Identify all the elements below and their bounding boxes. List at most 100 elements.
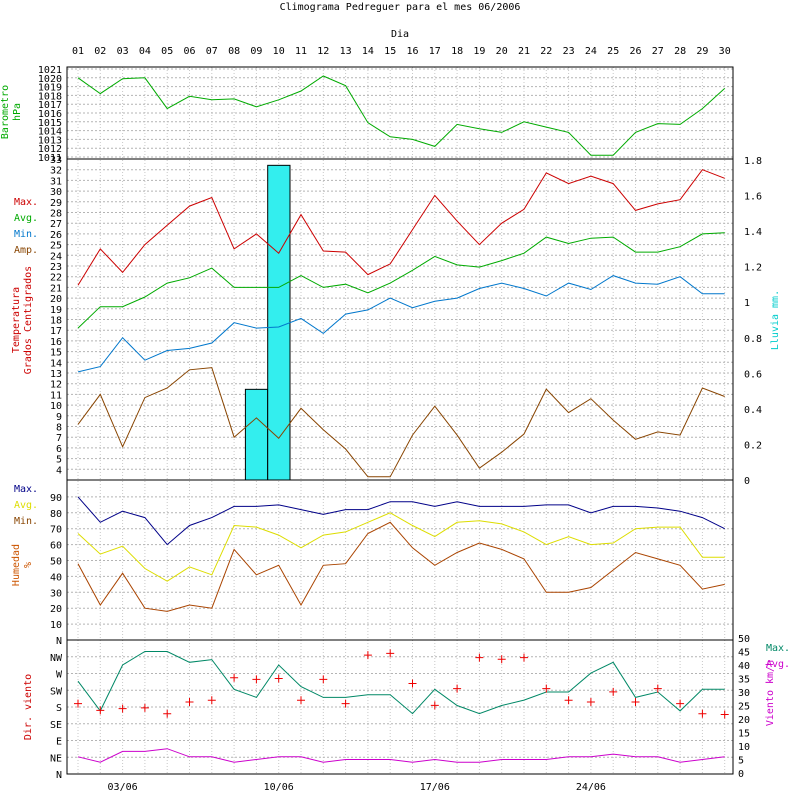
day-tick-label: 06: [183, 46, 195, 57]
temperature-legend-amp: Amp.: [14, 245, 38, 256]
humidity-tick-label: 80: [50, 509, 62, 520]
wind-direction-marker: [386, 649, 395, 658]
temperature-tick-label: 22: [50, 273, 62, 284]
wind-direction-tick-label: N: [56, 636, 62, 647]
rain-tick-label: 1.4: [744, 227, 762, 238]
wind-speed-tick-label: 30: [738, 688, 750, 699]
wind-direction-marker: [297, 696, 305, 705]
day-tick-label: 09: [250, 46, 262, 57]
temperature-legend-avg: Avg.: [14, 213, 38, 224]
temperature-tick-label: 18: [50, 316, 62, 327]
series-lines-layer: [74, 75, 729, 763]
wind-direction-marker: [207, 696, 216, 705]
wind-speed-axis-label: Viento km/h: [765, 660, 776, 726]
wind-legend-max: Max.: [766, 643, 790, 654]
wind-direction-marker: [676, 699, 685, 708]
temperature-tick-label: 12: [50, 380, 62, 391]
week-date-label: 24/06: [576, 782, 606, 793]
day-tick-label: 04: [139, 46, 151, 57]
day-tick-label: 26: [629, 46, 641, 57]
temperature-tick-label: 8: [56, 423, 62, 434]
temperature-tick-label: 21: [50, 283, 62, 294]
day-tick-label: 25: [607, 46, 619, 57]
day-tick-label: 17: [429, 46, 441, 57]
rain-axis-label: Lluvia mm.: [770, 290, 781, 350]
temperature-tick-label: 29: [50, 198, 62, 209]
pressure-tick-label: 1013: [38, 135, 62, 146]
wind-direction-tick-label: SW: [50, 686, 63, 697]
humidity-legend-max: Max.: [14, 484, 38, 495]
wind-direction-marker: [475, 653, 484, 662]
temperature-tick-label: 24: [50, 251, 62, 262]
day-tick-label: 27: [652, 46, 664, 57]
labels-layer: 01 02 03 04 05 06 07 08 09 10 11 12 13 14 15 16 17 18 19 20…: [0, 46, 790, 793]
temperature-tick-label: 27: [50, 219, 62, 230]
wind-speed-tick-label: 10: [738, 742, 750, 753]
pressure-tick-label: 1018: [38, 91, 62, 102]
temperature-tick-label: 20: [50, 294, 62, 305]
pressure-tick-label: 1012: [38, 144, 62, 155]
day-tick-label: 13: [340, 46, 352, 57]
rain-tick-label: 0.2: [744, 440, 762, 451]
wind-direction-marker: [274, 674, 283, 683]
grid-layer: [67, 67, 733, 774]
wind-legend-avg: Avg.: [766, 659, 790, 670]
wind-speed-tick-label: 20: [738, 715, 750, 726]
wind-direction-marker: [118, 704, 127, 713]
pressure-tick-label: 1011: [38, 153, 62, 164]
chart-title: Climograma Pedreguer para el mes 06/2006: [280, 2, 521, 13]
pressure-axis-unit: hPa: [12, 103, 23, 121]
humidity-tick-label: 10: [50, 620, 62, 631]
temperature-legend-min: Min.: [14, 229, 38, 240]
temperature-line-min: [77, 275, 725, 373]
temperature-tick-label: 11: [50, 390, 62, 401]
pressure-tick-label: 1014: [38, 127, 62, 138]
wind-direction-marker: [363, 651, 372, 660]
pressure-tick-label: 1017: [38, 100, 62, 111]
wind-direction-tick-label: E: [56, 737, 62, 748]
week-date-label: 17/06: [420, 782, 450, 793]
wind-speed-tick-label: 0: [738, 769, 744, 780]
day-tick-label: 22: [540, 46, 552, 57]
wind-speed-tick-label: 15: [738, 729, 750, 740]
temperature-tick-label: 5: [56, 455, 62, 466]
wind-direction-marker: [230, 673, 239, 682]
wind-direction-marker: [564, 696, 573, 705]
wind-direction-marker: [453, 684, 462, 693]
day-tick-label: 24: [585, 46, 597, 57]
wind-speed-max-line: [77, 651, 725, 715]
day-tick-label: 21: [518, 46, 530, 57]
temperature-line-amp: [77, 367, 725, 478]
wind-direction-tick-label: NE: [50, 753, 62, 764]
humidity-axis-unit: %: [23, 562, 34, 568]
temperature-tick-label: 6: [56, 444, 62, 455]
wind-speed-tick-label: 5: [738, 756, 744, 767]
day-tick-label: 16: [406, 46, 418, 57]
wind-direction-marker: [586, 697, 595, 706]
day-tick-label: 23: [563, 46, 575, 57]
wind-direction-marker: [319, 675, 328, 684]
day-tick-label: 29: [696, 46, 708, 57]
temperature-tick-label: 10: [50, 401, 62, 412]
wind-direction-marker: [185, 697, 194, 706]
humidity-tick-label: 90: [50, 493, 62, 504]
temperature-tick-label: 32: [50, 166, 62, 177]
wind-direction-marker: [252, 675, 261, 684]
temperature-axis-unit: Grados Centigrados: [23, 266, 34, 374]
pressure-tick-label: 1021: [38, 65, 62, 76]
pressure-tick-label: 1019: [38, 83, 62, 94]
pressure-tick-label: 1020: [38, 74, 62, 85]
rain-tick-label: 0.6: [744, 369, 762, 380]
wind-direction-tick-label: S: [56, 703, 62, 714]
rain-tick-label: 1.6: [744, 192, 762, 203]
wind-speed-tick-label: 25: [738, 702, 750, 713]
wind-direction-marker: [631, 697, 640, 706]
day-tick-label: 12: [317, 46, 329, 57]
temperature-tick-label: 7: [56, 433, 62, 444]
temperature-line-avg: [77, 232, 725, 329]
day-tick-label: 10: [273, 46, 285, 57]
wind-direction-marker: [96, 706, 105, 715]
week-date-label: 03/06: [108, 782, 138, 793]
week-date-label: 10/06: [264, 782, 294, 793]
temperature-tick-label: 17: [50, 326, 62, 337]
